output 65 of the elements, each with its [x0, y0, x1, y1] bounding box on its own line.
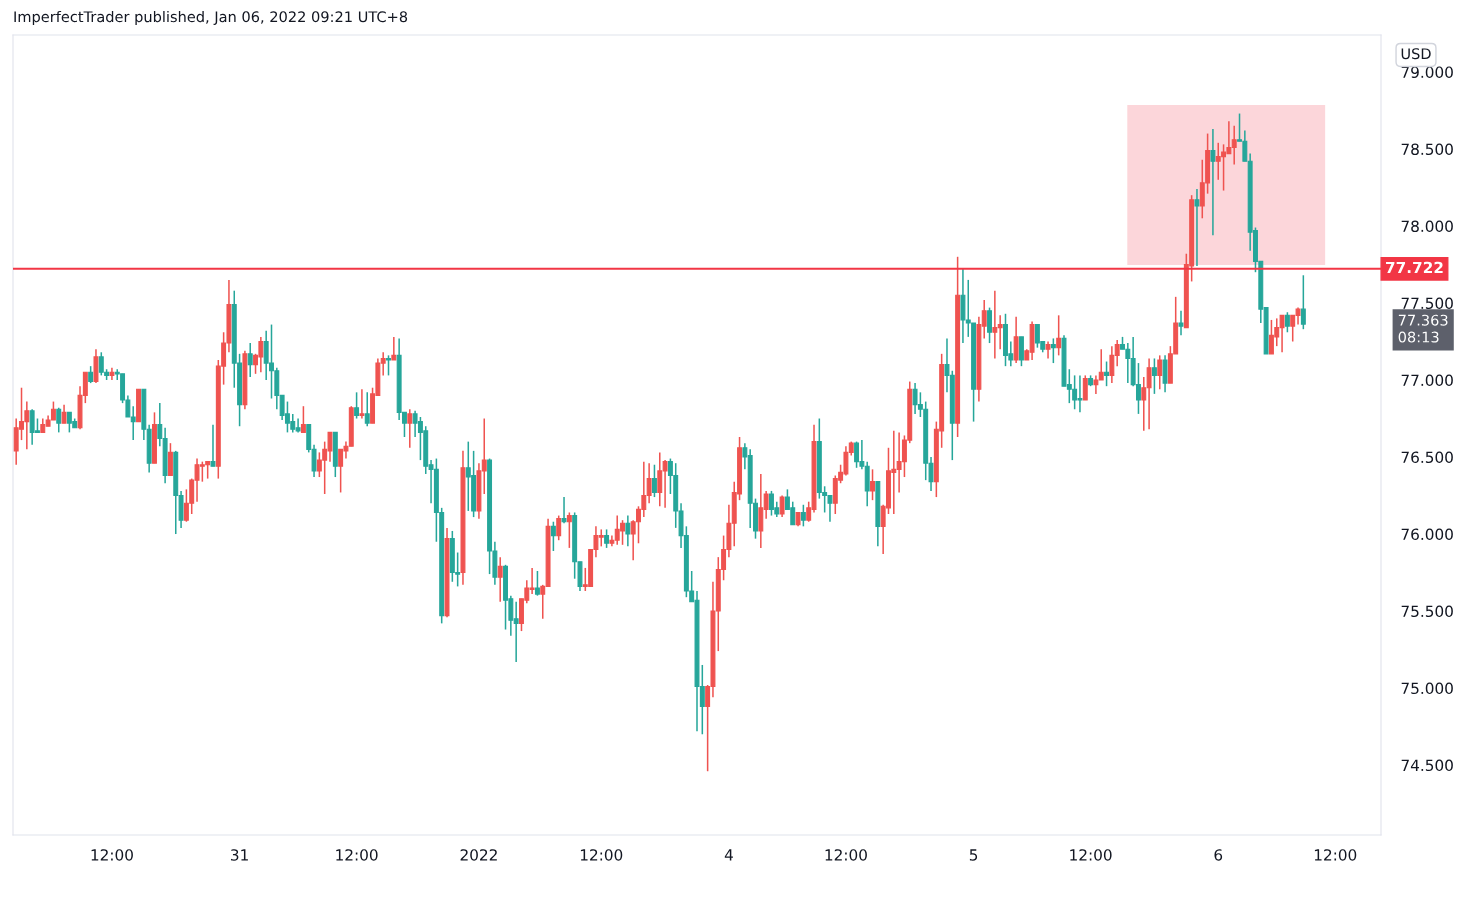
candlestick	[566, 511, 572, 549]
candlestick	[1056, 314, 1062, 357]
candlestick	[534, 570, 540, 597]
y-tick-label: 76.000	[1401, 528, 1453, 541]
ref-line-label: 77.722	[1386, 261, 1443, 274]
y-tick-label: 77.500	[1401, 297, 1453, 310]
x-tick-label: 12:00	[336, 849, 378, 861]
candlestick	[247, 342, 253, 378]
candlestick	[1151, 357, 1157, 395]
candlestick	[987, 306, 993, 344]
candlestick	[497, 556, 503, 603]
candlestick	[386, 354, 391, 377]
x-tick-label: 12:00	[580, 849, 623, 861]
y-tick-label: 75.000	[1401, 682, 1453, 695]
candlestick	[1300, 274, 1306, 330]
candlestick	[854, 440, 860, 469]
candlestick	[550, 520, 556, 552]
x-tick-label: 2022	[460, 849, 497, 861]
candlestick	[56, 406, 62, 434]
x-tick-label: 12:00	[91, 849, 133, 861]
candlestick	[556, 514, 562, 541]
y-tick-label: 76.500	[1401, 451, 1453, 464]
candlestick	[1162, 354, 1168, 394]
candlestick	[1178, 309, 1184, 337]
candlestick	[364, 391, 370, 427]
candlestick	[1194, 188, 1200, 267]
chart-title: ImperfectTrader published, Jan 06, 2022 09:21 UTC+8	[14, 10, 408, 26]
candlestick	[1018, 336, 1024, 367]
candlestick	[800, 504, 806, 528]
x-tick-label: 12:00	[825, 849, 867, 861]
candlestick	[870, 468, 875, 501]
candlestick	[354, 391, 360, 420]
x-tick-label: 12:00	[1070, 849, 1112, 861]
candlestick	[407, 408, 413, 449]
candlestick	[210, 423, 216, 468]
candlestick	[604, 528, 610, 549]
candlestick	[561, 496, 567, 525]
candlestick	[1050, 337, 1056, 364]
y-tick-label: 79.000	[1401, 66, 1453, 78]
y-tick-label: 77.000	[1401, 374, 1453, 387]
text: 77.363 08:13	[1398, 314, 1448, 343]
candlestick	[167, 442, 173, 477]
candlestick	[651, 463, 657, 498]
candlestick	[61, 403, 67, 424]
y-tick-label: 74.500	[1401, 759, 1453, 772]
y-tick-label: 75.500	[1401, 605, 1453, 618]
candlestick	[359, 388, 365, 420]
y-tick-label: 78.500	[1401, 143, 1453, 155]
candlestick	[1013, 316, 1019, 364]
candlestick	[1210, 128, 1216, 236]
x-tick-label: 6	[1214, 849, 1223, 861]
x-tick-label: 4	[724, 849, 733, 861]
candlestick	[1104, 360, 1110, 387]
y-axis-title: USD	[1401, 48, 1431, 60]
x-tick-label: 12:00	[1314, 849, 1357, 861]
y-tick-label: 78.000	[1401, 220, 1453, 233]
candlestick	[391, 336, 397, 361]
candlestick	[300, 405, 306, 434]
x-tick-label: 31	[231, 849, 248, 861]
candlestick	[1135, 362, 1141, 415]
candlestick	[1082, 374, 1088, 401]
candlestick	[625, 514, 631, 548]
candlestick	[1157, 354, 1163, 391]
x-tick-label: 5	[969, 849, 978, 861]
candlestick	[1284, 311, 1290, 334]
